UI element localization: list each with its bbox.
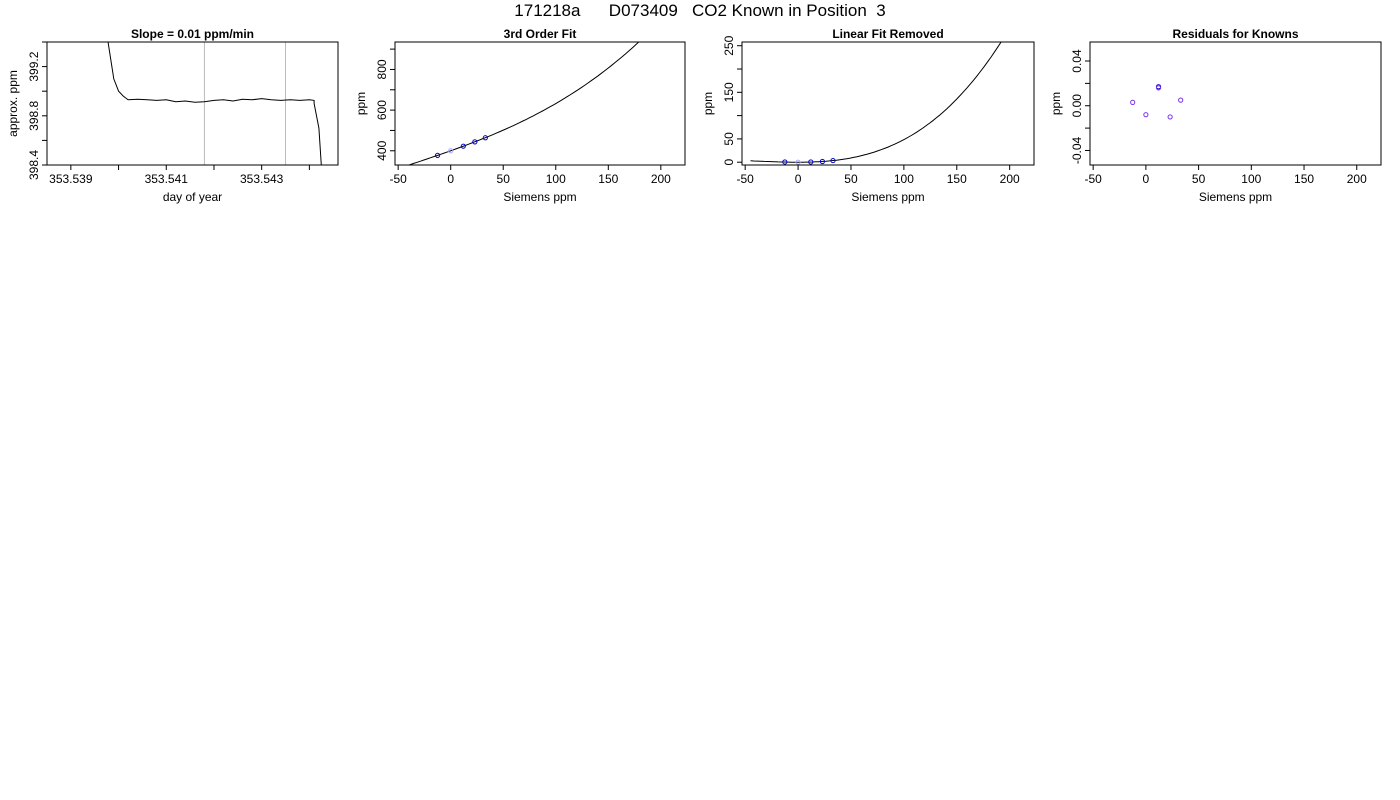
y-tick-label: 0.00 [1070, 94, 1084, 118]
y-tick-label: 398.8 [27, 100, 41, 130]
x-tick-label: 100 [1241, 172, 1261, 186]
chart-title: Slope = 0.01 ppm/min [131, 27, 254, 41]
x-tick-label: 150 [598, 172, 618, 186]
data-point [1155, 85, 1162, 91]
x-tick-label: 150 [947, 172, 967, 186]
y-axis-label: ppm [701, 92, 715, 115]
fit-curve [750, 42, 1002, 163]
series-line-1 [107, 42, 322, 165]
data-point [830, 157, 836, 164]
y-tick-label: 150 [722, 82, 736, 102]
y-tick-label: 600 [375, 100, 389, 120]
y-tick-label: 0.04 [1070, 49, 1084, 73]
x-tick-label: 353.541 [145, 172, 189, 186]
y-axis-label: ppm [354, 92, 368, 115]
data-point [1167, 114, 1173, 120]
chart-title: 3rd Order Fit [504, 27, 577, 41]
data-point [795, 159, 801, 165]
data-point [482, 135, 488, 141]
x-tick-label: 353.543 [240, 172, 284, 186]
chart-panel-1: 353.539 353.541 353.543 398.4 398.8 399.2 Slop… [6, 27, 339, 204]
x-tick-label: 0 [795, 172, 802, 186]
y-tick-label: 800 [375, 59, 389, 79]
data-point [819, 158, 826, 165]
data-point [782, 159, 788, 165]
x-axis-label: Siemens ppm [503, 190, 576, 204]
x-tick-label: 200 [1000, 172, 1020, 186]
x-tick-label: 353.539 [49, 172, 93, 186]
plot-frame [1089, 41, 1382, 166]
data-point [1178, 97, 1184, 103]
y-axis-label: approx. ppm [6, 70, 20, 137]
page-title: 171218a D073409 CO2 Known in Position 3 [514, 1, 886, 20]
data-point [1143, 112, 1149, 118]
x-axis-label: Siemens ppm [1199, 190, 1272, 204]
chart-panel-4: -50 0 50 100 150 200 -0.04 0.00 0.04 Residuals fo… [1049, 27, 1382, 204]
data-point [1130, 99, 1136, 105]
data-point [472, 139, 478, 145]
x-tick-label: 200 [1347, 172, 1367, 186]
x-axis-label: day of year [163, 190, 222, 204]
x-tick-label: -50 [737, 172, 755, 186]
y-tick-label: 400 [375, 140, 389, 160]
x-tick-label: 150 [1294, 172, 1314, 186]
data-point [434, 152, 441, 158]
chart-title: Residuals for Knowns [1172, 27, 1298, 41]
data-point [448, 148, 454, 154]
x-tick-label: -50 [1084, 172, 1102, 186]
chart-title: Linear Fit Removed [832, 27, 943, 41]
chart-panel-2: -50 0 50 100 150 200 400 600 800 3rd Order Fit Sie… [354, 27, 686, 204]
x-tick-label: 100 [894, 172, 914, 186]
y-tick-label: 0 [722, 159, 736, 166]
plot-frame [741, 41, 1035, 166]
y-tick-label: 399.2 [27, 51, 41, 81]
x-tick-label: 0 [1143, 172, 1150, 186]
y-tick-label: -0.04 [1070, 136, 1084, 164]
y-tick-label: 250 [722, 35, 736, 55]
plot-frame [394, 41, 686, 166]
x-tick-label: 50 [497, 172, 511, 186]
x-tick-label: 200 [651, 172, 671, 186]
data-point [808, 159, 814, 165]
x-tick-label: 100 [546, 172, 566, 186]
y-tick-label: 50 [722, 132, 736, 146]
data-point [460, 143, 466, 149]
y-axis-label: ppm [1049, 92, 1063, 115]
x-tick-label: -50 [389, 172, 407, 186]
x-tick-label: 50 [844, 172, 858, 186]
y-tick-label: 398.4 [27, 150, 41, 180]
x-tick-label: 0 [447, 172, 454, 186]
x-tick-label: 50 [1192, 172, 1206, 186]
x-axis-label: Siemens ppm [851, 190, 924, 204]
plot-frame [46, 41, 339, 166]
